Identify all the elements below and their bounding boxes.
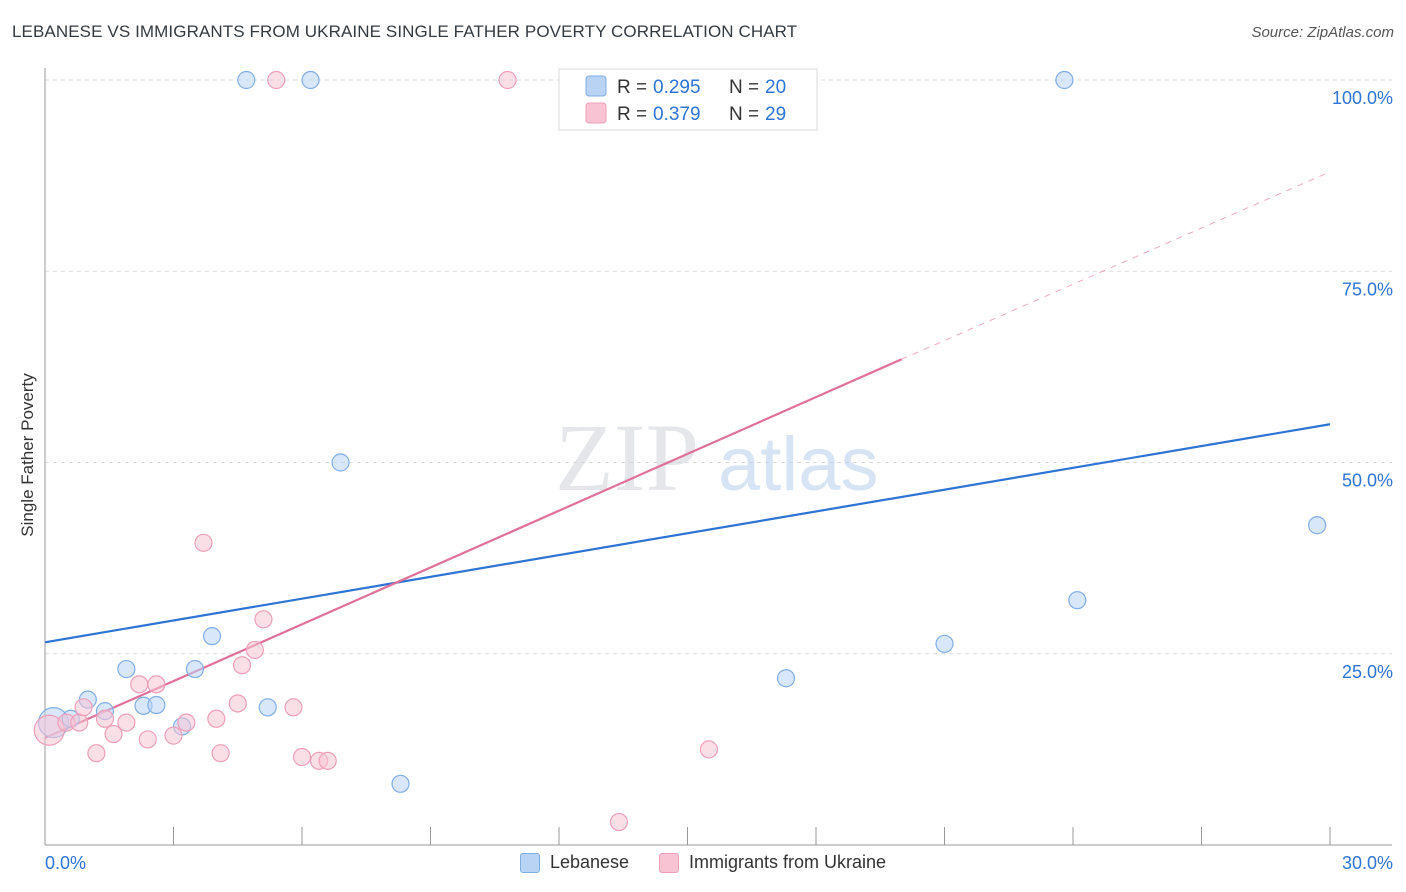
point-ukraine [245, 640, 264, 660]
watermark-zip: ZIP [555, 404, 699, 511]
gridlines [45, 79, 1392, 655]
legend-r-label: R = [617, 104, 647, 125]
point-ukraine [104, 724, 123, 744]
legend-n-value: 29 [765, 104, 786, 125]
point-ukraine [498, 70, 517, 90]
trend-lines [44, 171, 1331, 739]
y-tick-label: 100.0% [1332, 88, 1393, 108]
tick-labels: 25.0% 50.0% 75.0% 100.0% 0.0% 30.0% [45, 88, 1393, 873]
point-ukraine [318, 751, 337, 770]
watermark-atlas: atlas [718, 422, 879, 507]
source-credit: Source: ZipAtlas.com [1251, 24, 1394, 41]
series-legend: Lebanese Immigrants from Ukraine [0, 852, 1406, 873]
legend-swatch-lebanese [585, 75, 607, 97]
x-tick-label: 30.0% [1342, 853, 1393, 873]
series-legend-label: Immigrants from Ukraine [689, 852, 887, 872]
series-legend-label: Lebanese [549, 852, 630, 872]
point-lebanese [935, 634, 954, 653]
legend-n-label: N = [729, 77, 759, 98]
point-ukraine [232, 656, 252, 675]
series-legend-item-ukraine[interactable]: Immigrants from Ukraine [659, 852, 886, 873]
point-ukraine [70, 713, 89, 732]
point-lebanese [1068, 591, 1087, 610]
point-ukraine [117, 713, 136, 732]
y-tick-label: 75.0% [1342, 279, 1393, 299]
legend-n-value: 20 [765, 77, 786, 98]
point-ukraine [194, 533, 213, 552]
point-ukraine [177, 713, 196, 732]
series-legend-item-lebanese[interactable]: Lebanese [519, 852, 630, 873]
point-lebanese [1308, 516, 1327, 535]
correlation-legend: R = 0.295 N = 20 R = 0.379 N = 29 [558, 68, 818, 131]
trend-line-lebanese [44, 423, 1331, 644]
point-ukraine [130, 675, 149, 694]
point-ukraine [164, 726, 183, 745]
y-axis-label: Single Father Poverty [18, 373, 37, 537]
point-lebanese [776, 669, 796, 688]
legend-n-label: N = [729, 104, 759, 125]
y-tick-label: 50.0% [1342, 471, 1393, 491]
point-ukraine [284, 698, 303, 717]
point-ukraine [138, 730, 157, 749]
point-ukraine [95, 709, 115, 728]
point-ukraine [147, 675, 166, 694]
point-ukraine [292, 747, 312, 767]
point-lebanese [258, 698, 277, 717]
chart-title: LEBANESE VS IMMIGRANTS FROM UKRAINE SING… [12, 22, 798, 41]
point-lebanese [185, 659, 205, 679]
legend-swatch-ukraine [585, 102, 607, 124]
legend-r-label: R = [617, 77, 647, 98]
point-ukraine [74, 698, 93, 717]
point-ukraine [228, 694, 247, 713]
y-tick-label: 25.0% [1342, 662, 1393, 682]
point-ukraine [207, 709, 226, 728]
legend-r-value: 0.379 [653, 104, 701, 125]
lebanese-swatch [519, 852, 540, 873]
point-lebanese [1055, 70, 1074, 90]
watermark: ZIP atlas [555, 404, 879, 511]
scatter-points [33, 70, 1327, 832]
point-lebanese [331, 453, 350, 472]
point-lebanese [237, 70, 256, 90]
point-lebanese [117, 659, 136, 679]
point-ukraine [211, 744, 230, 763]
point-ukraine [609, 812, 629, 832]
point-lebanese [147, 695, 166, 715]
point-ukraine [699, 740, 719, 759]
point-ukraine [87, 744, 106, 763]
legend-r-value: 0.295 [653, 77, 701, 98]
trend-line-ukraine [44, 358, 903, 739]
point-lebanese [202, 627, 222, 646]
point-lebanese [391, 774, 410, 793]
point-lebanese [301, 70, 320, 90]
point-ukraine [267, 70, 286, 90]
trend-line-ukraine-extrapolated [901, 171, 1331, 360]
ukraine-swatch [659, 852, 680, 873]
point-ukraine [254, 610, 273, 629]
x-tick-label: 0.0% [45, 853, 86, 873]
